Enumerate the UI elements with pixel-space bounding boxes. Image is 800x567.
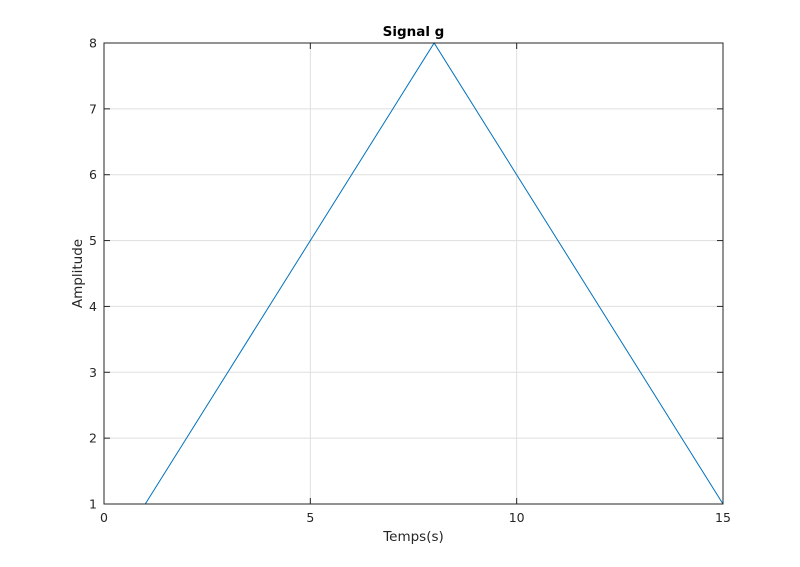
x-tick-label: 0 [100, 510, 108, 525]
x-axis-label: Temps(s) [382, 529, 444, 545]
y-tick-label: 4 [89, 299, 97, 314]
plot-area [104, 43, 723, 504]
x-tick-label: 15 [715, 510, 731, 525]
grid [104, 43, 723, 504]
y-tick-label: 3 [89, 365, 97, 380]
x-tick-label: 5 [306, 510, 314, 525]
y-tick-label: 7 [89, 101, 97, 116]
x-tick-label: 10 [509, 510, 525, 525]
y-tick-label: 5 [89, 233, 97, 248]
y-tick-label: 8 [89, 36, 97, 51]
axes-box [103, 42, 724, 505]
y-axis-label: Amplitude [70, 239, 86, 308]
y-tick-label: 6 [89, 167, 97, 182]
ticks: 0 5 10 15 1 2 3 4 5 6 7 8 [89, 36, 731, 526]
y-tick-label: 2 [89, 431, 97, 446]
chart-title: Signal g [383, 24, 445, 40]
y-tick-label: 1 [89, 497, 97, 512]
